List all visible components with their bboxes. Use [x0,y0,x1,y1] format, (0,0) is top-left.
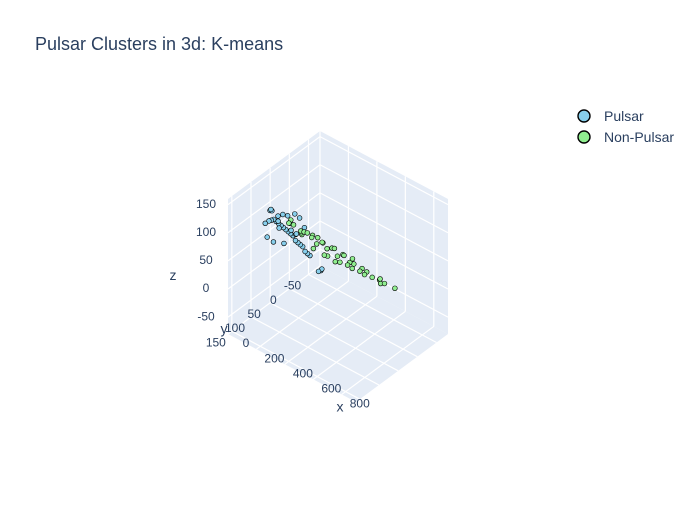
axis-title-y: y [221,321,228,337]
data-point-non-pulsar[interactable] [392,285,398,291]
gridline-z-wall-y [319,220,449,290]
gridline-z-wall-x [227,248,321,318]
data-point-non-pulsar[interactable] [344,262,351,268]
gridline-x-floor [341,325,435,395]
tick-label-x: 800 [350,397,370,411]
data-point-pulsar[interactable] [284,213,291,219]
data-point-non-pulsar[interactable] [334,253,341,259]
data-point-pulsar[interactable] [292,237,299,244]
data-point-non-pulsar[interactable] [319,239,325,245]
tick-label-x: 400 [293,366,313,380]
data-point-pulsar[interactable] [296,215,303,221]
data-point-non-pulsar[interactable] [337,259,343,265]
gridline-y-floor [289,288,418,358]
data-point-non-pulsar[interactable] [310,245,317,252]
data-point-non-pulsar[interactable] [324,245,330,252]
data-point-non-pulsar[interactable] [290,222,297,228]
legend: Pulsar Non-Pulsar [577,108,674,145]
gridline-x-floor [256,280,349,350]
gridline-y-floor [231,330,361,400]
data-point-non-pulsar[interactable] [315,234,321,241]
data-point-pulsar[interactable] [268,206,274,213]
gridline-z-wall-y [319,192,449,262]
data-point-non-pulsar[interactable] [341,252,347,259]
data-point-pulsar[interactable] [275,218,281,224]
legend-item-non-pulsar[interactable]: Non-Pulsar [577,129,674,145]
data-point-non-pulsar[interactable] [349,265,355,272]
data-point-pulsar[interactable] [293,231,300,237]
data-point-pulsar[interactable] [275,213,281,219]
tick-label-x: 600 [321,382,341,396]
legend-marker-non-pulsar [577,130,591,144]
data-point-pulsar[interactable] [315,268,322,275]
gridline-x-floor [227,265,321,335]
tick-label-x: 0 [243,336,250,350]
data-point-non-pulsar[interactable] [369,274,375,281]
data-point-pulsar[interactable] [276,225,282,231]
gridline-x-floor [312,310,406,380]
data-point-non-pulsar[interactable] [377,276,383,282]
data-point-pulsar[interactable] [270,239,277,245]
tick-label-z: 50 [199,253,213,267]
tick-label-z: 0 [203,281,210,295]
legend-item-pulsar[interactable]: Pulsar [577,108,644,124]
tick-label-y: 150 [206,335,226,349]
gridline-z-wall-x [227,136,321,206]
data-point-pulsar[interactable] [280,211,286,218]
data-point-non-pulsar[interactable] [309,234,315,241]
gridline-y-floor [308,273,437,344]
data-point-non-pulsar[interactable] [361,271,368,278]
tick-label-x: 200 [264,351,284,365]
axis-title-z: z [170,267,177,283]
data-point-pulsar[interactable] [262,220,268,227]
gridline-z-wall-y [319,164,449,234]
data-point-non-pulsar[interactable] [349,256,356,262]
tick-label-z: 150 [196,197,216,211]
tick-label-y: 0 [270,293,277,307]
data-point-non-pulsar[interactable] [381,280,388,287]
gridline-x-floor [284,295,378,365]
data-point-non-pulsar[interactable] [357,268,363,274]
legend-label-non-pulsar: Non-Pulsar [604,129,674,145]
data-point-pulsar[interactable] [292,211,298,217]
data-point-non-pulsar[interactable] [321,252,328,258]
data-point-pulsar[interactable] [264,234,270,240]
legend-label-pulsar: Pulsar [604,108,644,124]
chart-title: Pulsar Clusters in 3d: K-means [35,34,283,54]
data-point-non-pulsar[interactable] [331,245,338,252]
tick-label-y: -50 [284,279,302,293]
tick-label-z: -50 [197,309,215,323]
tick-label-y: 100 [225,321,245,335]
tick-label-z: 100 [196,225,216,239]
data-point-non-pulsar[interactable] [332,258,338,265]
data-point-pulsar[interactable] [302,248,308,255]
data-point-non-pulsar[interactable] [313,241,320,247]
tick-label-y: 50 [247,307,261,321]
gridline-z-wall-x [227,164,321,234]
axis-title-x: x [337,399,344,415]
gridline-y-floor [250,316,380,386]
legend-marker-pulsar [577,109,591,123]
data-point-non-pulsar[interactable] [286,220,292,226]
data-point-pulsar[interactable] [288,227,294,234]
gridline-z-wall-x [227,192,321,262]
data-point-pulsar[interactable] [281,240,287,247]
gridline-y-floor [269,302,399,372]
data-point-non-pulsar[interactable] [304,230,311,236]
gridline-z-wall-y [319,136,449,206]
